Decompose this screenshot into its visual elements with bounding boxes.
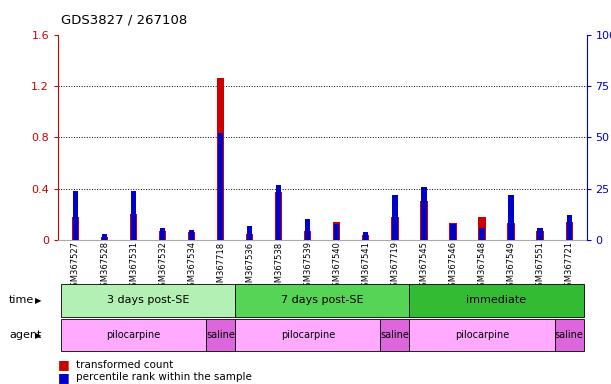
Bar: [450, 223, 456, 240]
Bar: [131, 191, 136, 240]
Text: saline: saline: [555, 330, 584, 340]
Text: saline: saline: [381, 330, 409, 340]
Bar: [246, 233, 254, 240]
Text: GDS3827 / 267108: GDS3827 / 267108: [61, 13, 188, 26]
Bar: [422, 187, 426, 240]
Text: pilocarpine: pilocarpine: [280, 330, 335, 340]
Bar: [536, 231, 544, 240]
Bar: [566, 222, 573, 240]
Text: agent: agent: [9, 330, 42, 340]
Text: ▶: ▶: [35, 296, 42, 305]
Bar: [73, 191, 78, 240]
Bar: [189, 230, 194, 240]
Bar: [130, 214, 137, 240]
Bar: [478, 217, 486, 240]
Bar: [247, 226, 252, 240]
Bar: [449, 223, 456, 240]
Bar: [508, 195, 514, 240]
Text: 3 days post-SE: 3 days post-SE: [107, 295, 189, 306]
Bar: [218, 133, 223, 240]
Text: transformed count: transformed count: [76, 360, 174, 370]
Bar: [304, 231, 312, 240]
Text: pilocarpine: pilocarpine: [455, 330, 509, 340]
Bar: [362, 235, 370, 240]
Bar: [275, 192, 282, 240]
Text: ■: ■: [58, 371, 70, 384]
Bar: [566, 215, 572, 240]
Bar: [364, 232, 368, 240]
Text: ■: ■: [58, 358, 70, 371]
Text: immediate: immediate: [466, 295, 527, 306]
Bar: [392, 195, 398, 240]
Bar: [334, 223, 340, 240]
Bar: [101, 237, 108, 240]
Bar: [72, 217, 79, 240]
Bar: [507, 223, 514, 240]
Text: percentile rank within the sample: percentile rank within the sample: [76, 372, 252, 382]
Bar: [305, 220, 310, 240]
Bar: [102, 234, 107, 240]
Text: time: time: [9, 295, 34, 306]
Text: pilocarpine: pilocarpine: [106, 330, 161, 340]
Text: ▶: ▶: [35, 331, 42, 339]
Bar: [333, 222, 340, 240]
Bar: [217, 78, 224, 240]
Bar: [160, 228, 165, 240]
Text: 7 days post-SE: 7 days post-SE: [281, 295, 364, 306]
Bar: [159, 231, 166, 240]
Text: saline: saline: [207, 330, 235, 340]
Bar: [538, 228, 543, 240]
Bar: [420, 202, 428, 240]
Bar: [276, 185, 281, 240]
Bar: [391, 217, 398, 240]
Bar: [480, 228, 485, 240]
Bar: [188, 232, 196, 240]
